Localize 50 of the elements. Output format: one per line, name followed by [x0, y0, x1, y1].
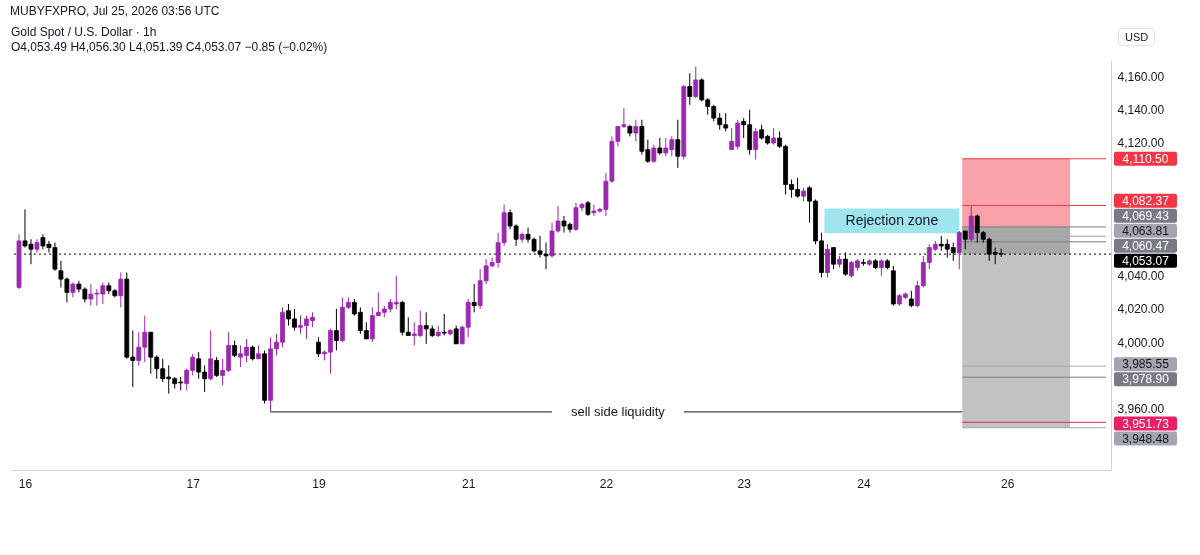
y-tick-label: 4,160.00 [1117, 70, 1165, 85]
x-tick-label: 19 [312, 476, 326, 491]
y-tick-label: 3,960.00 [1117, 402, 1165, 417]
ref-line-label: sell side liquidity [570, 403, 666, 419]
candlestick [316, 336, 321, 358]
y-tick-label: 4,000.00 [1117, 335, 1165, 350]
candlestick [753, 127, 759, 161]
candlestick [214, 356, 220, 378]
ref-line-label: 3,978.90 [1122, 372, 1170, 387]
x-tick-label: 22 [599, 476, 614, 491]
x-tick-label: 17 [186, 476, 201, 491]
x-tick-label: 26 [1001, 476, 1015, 491]
candlestick [453, 325, 459, 345]
candlestick [208, 330, 214, 381]
ref-line-label: 4,110.50 [1122, 151, 1169, 166]
candlestick [471, 283, 477, 313]
candlestick [651, 144, 657, 164]
candlestick [825, 243, 830, 278]
ref-line-label: 3,951.73 [1122, 416, 1170, 431]
x-tick-label: 24 [857, 476, 871, 491]
candlestick [334, 308, 339, 351]
ref-line-label: 4,063.81 [1122, 223, 1170, 238]
chart-subtitle: O4,053.49 H4,056.30 L4,051.39 C4,053.07 −0.85 (−0.02%) [11, 40, 328, 54]
candlestick [687, 72, 693, 106]
candlestick [956, 230, 962, 270]
candlestick [34, 238, 40, 254]
candlestick [962, 230, 968, 250]
x-tick-label: 16 [18, 476, 33, 491]
x-tick-label: 21 [461, 476, 476, 491]
y-tick-label: 4,140.00 [1117, 103, 1165, 118]
ref-line-label: 4,082.37 [1122, 193, 1170, 208]
candlestick [693, 66, 699, 99]
candlestick [675, 119, 681, 169]
ref-line-label: 4,053.07 [1122, 253, 1170, 268]
y-tick-label: 4,120.00 [1117, 136, 1165, 151]
text: MUBYFXPRO, Jul 25, 2026 03:56 UTC [9, 3, 221, 20]
candlestick [633, 119, 639, 142]
candlestick [441, 313, 447, 337]
candlestick [968, 205, 974, 242]
band-label: Rejection zone [845, 211, 939, 228]
x-tick-label: 23 [737, 476, 752, 491]
y-tick-label: 4,040.00 [1117, 269, 1165, 284]
ref-line-label: 3,985.55 [1122, 357, 1170, 372]
ref-line-label: 3,948.48 [1122, 431, 1170, 446]
text: USD [1118, 28, 1156, 46]
ref-line-label: 4,069.43 [1122, 208, 1170, 223]
y-tick-label: 4,020.00 [1117, 302, 1165, 317]
chart-title: Gold Spot / U.S. Dollar · 1h [11, 25, 157, 39]
ref-line-label: 4,060.47 [1122, 238, 1170, 253]
candlestick [118, 271, 124, 308]
